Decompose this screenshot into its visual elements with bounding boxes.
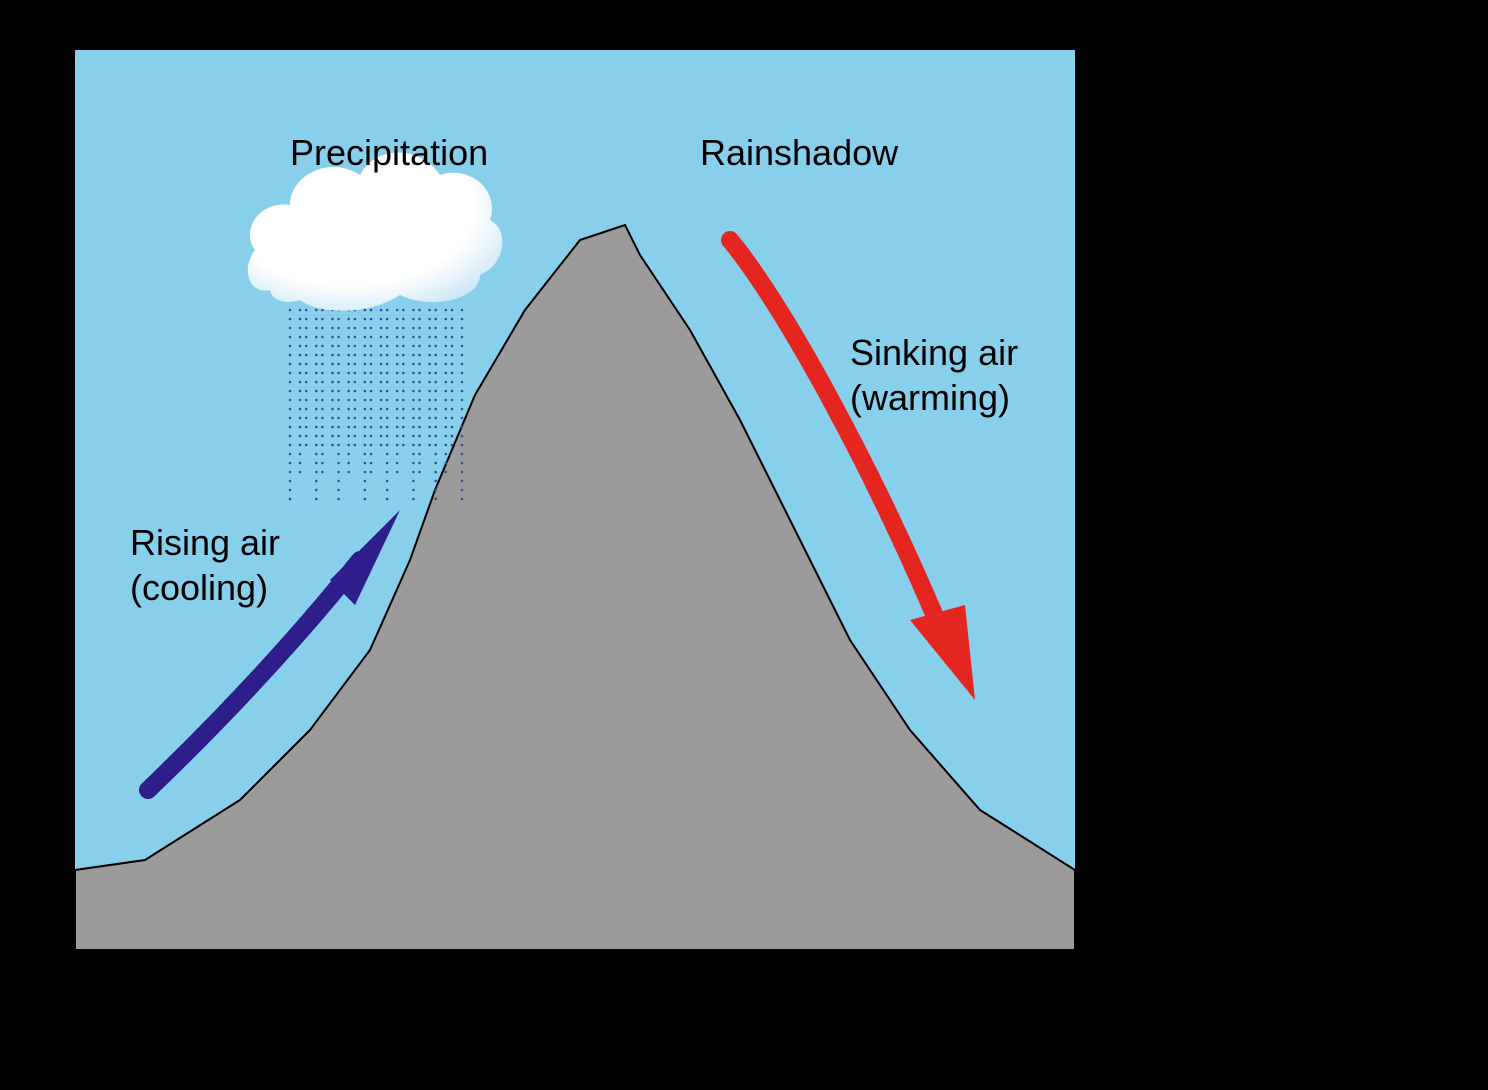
- sinking-label: Sinking air (warming): [850, 330, 1018, 420]
- axis-tick-label: 0: [1110, 935, 1126, 966]
- leeward-label: Leeward side (dry): [820, 978, 1034, 1068]
- rising-label: Rising air (cooling): [130, 520, 280, 610]
- altitude-axis: 0 1 2 3 4 5 Altitude (km): [1090, 35, 1413, 966]
- axis-tick-label: 1: [1110, 755, 1126, 786]
- rain-dots: [289, 309, 464, 501]
- cloud-shape: [248, 153, 503, 311]
- axis-tick-label: 4: [1110, 215, 1126, 246]
- windward-label: Windward side (moist): [90, 978, 326, 1068]
- axis-tick-label: 3: [1110, 395, 1126, 426]
- axis-tick-label: 2: [1110, 575, 1126, 606]
- axis-title: Altitude (km): [1375, 405, 1413, 596]
- axis-tick-label: 5: [1110, 35, 1126, 66]
- rainshadow-label: Rainshadow: [700, 130, 898, 175]
- precip-label: Precipitation: [290, 130, 488, 175]
